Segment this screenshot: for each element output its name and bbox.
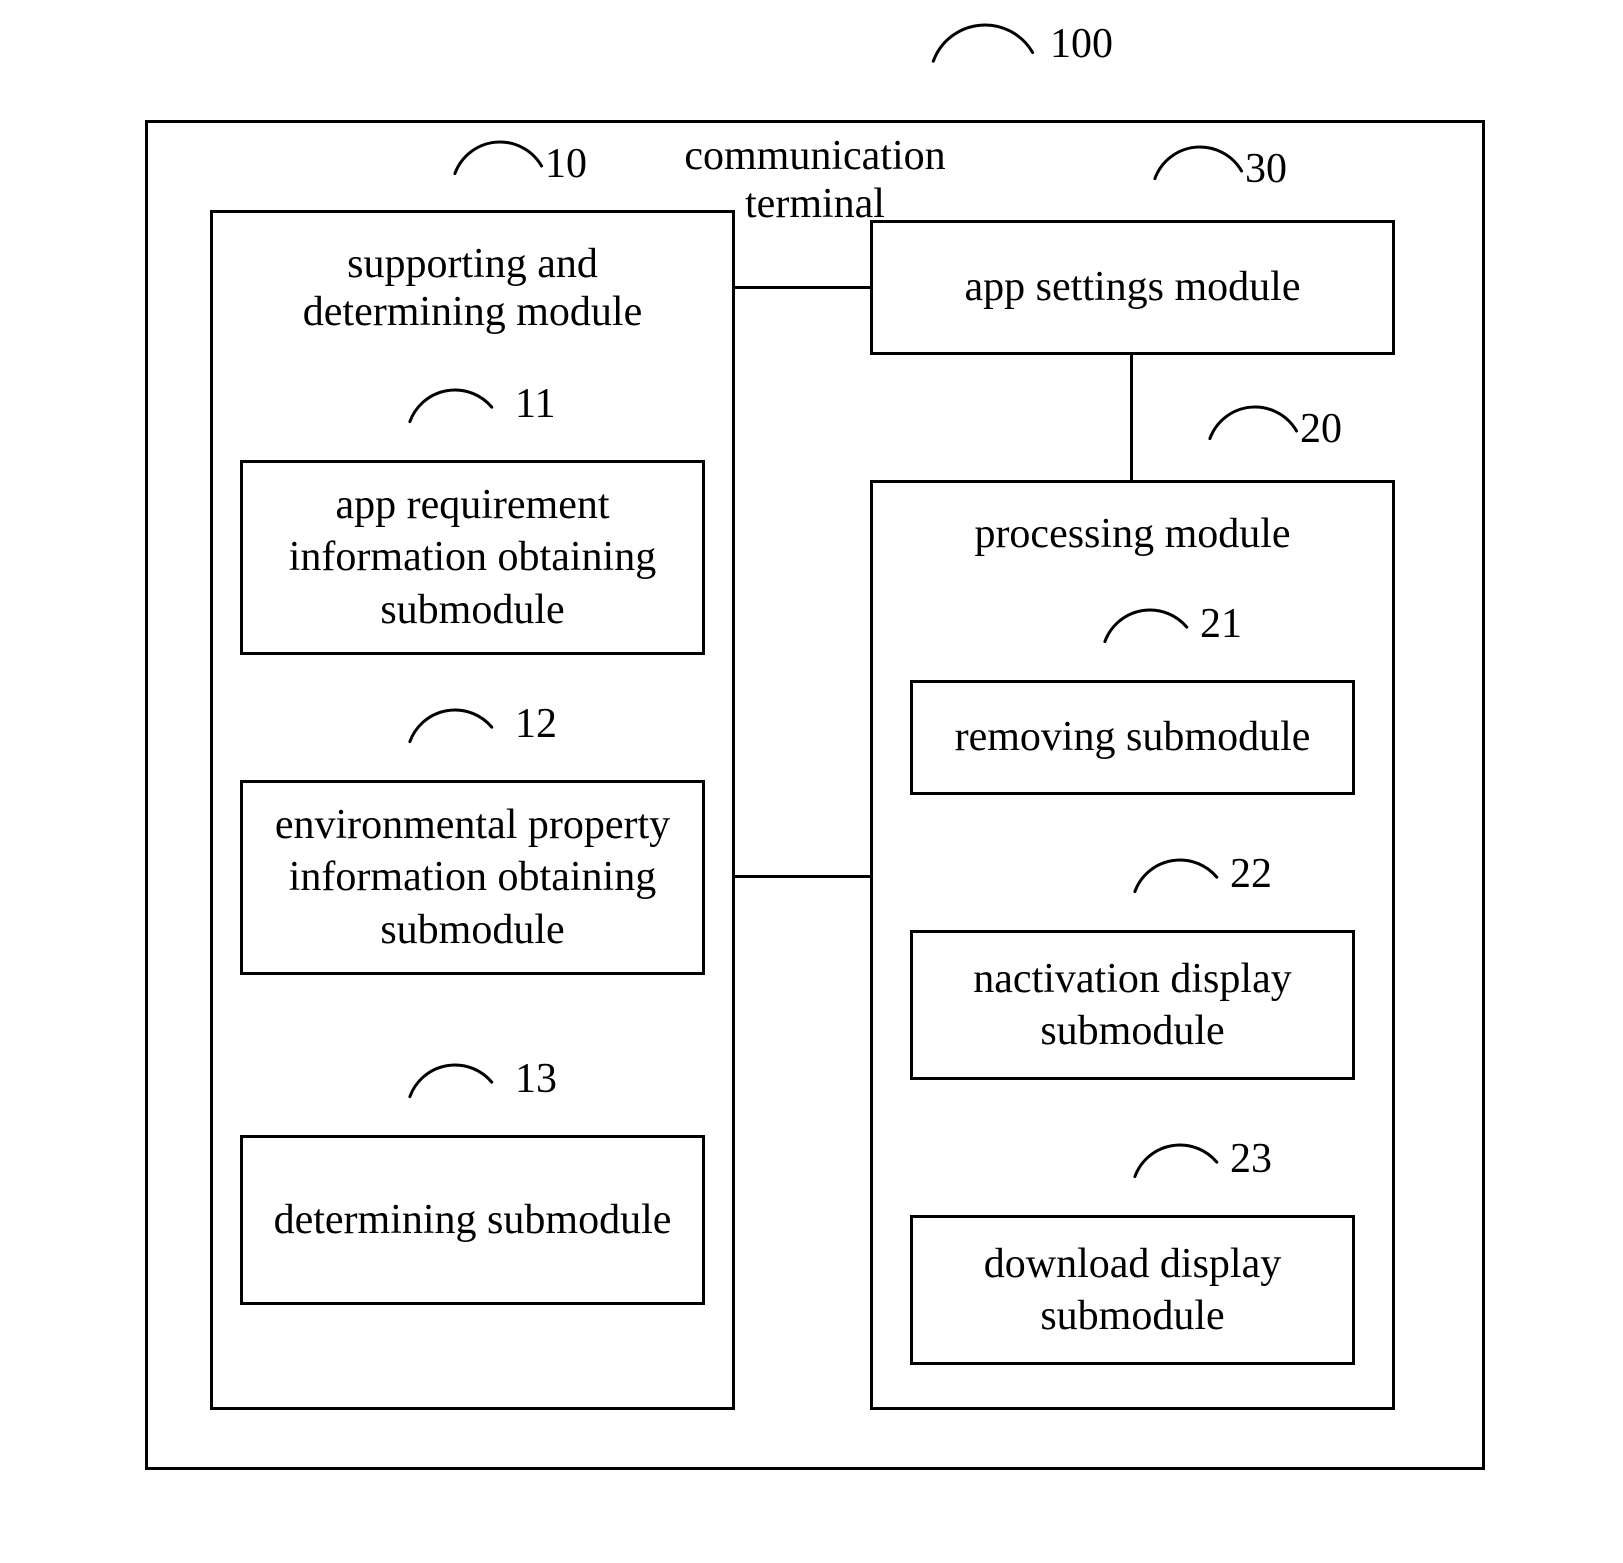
- ref-label-11: 11: [515, 380, 555, 428]
- leader-arc-23: [1126, 1139, 1234, 1247]
- module-20-title: processing module: [870, 510, 1395, 558]
- submodule-13-label: determining submodule: [274, 1194, 672, 1247]
- module-10-title: supporting and determining module: [210, 240, 735, 337]
- leader-arc-21: [1096, 604, 1204, 712]
- submodule-23-label: download display submodule: [984, 1238, 1281, 1343]
- leader-arc-22: [1126, 854, 1234, 962]
- ref-label-13: 13: [515, 1055, 557, 1103]
- submodule-12-label: environmental property information obtai…: [275, 799, 670, 957]
- ref-label-23: 23: [1230, 1135, 1272, 1183]
- ref-label-100: 100: [1050, 20, 1113, 68]
- diagram-canvas: communication terminal supporting and de…: [0, 0, 1623, 1563]
- ref-label-12: 12: [515, 700, 557, 748]
- leader-arc-30: [1146, 141, 1254, 249]
- leader-arc-13: [401, 1059, 509, 1167]
- submodule-11-label: app requirement information obtaining su…: [289, 479, 656, 637]
- leader-arc-12: [401, 704, 509, 812]
- connector-line: [735, 875, 870, 878]
- connector-line: [1130, 355, 1133, 480]
- leader-arc-20: [1201, 401, 1309, 509]
- module-30-box: app settings module: [870, 220, 1395, 355]
- leader-arc-100: [924, 19, 1046, 141]
- leader-arc-11: [401, 384, 509, 492]
- submodule-21-label: removing submodule: [955, 711, 1311, 764]
- connector-line: [735, 286, 870, 289]
- module-30-label: app settings module: [965, 261, 1301, 314]
- submodule-22-label: nactivation display submodule: [973, 953, 1291, 1058]
- ref-label-22: 22: [1230, 850, 1272, 898]
- ref-label-21: 21: [1200, 600, 1242, 648]
- leader-arc-10: [446, 136, 554, 244]
